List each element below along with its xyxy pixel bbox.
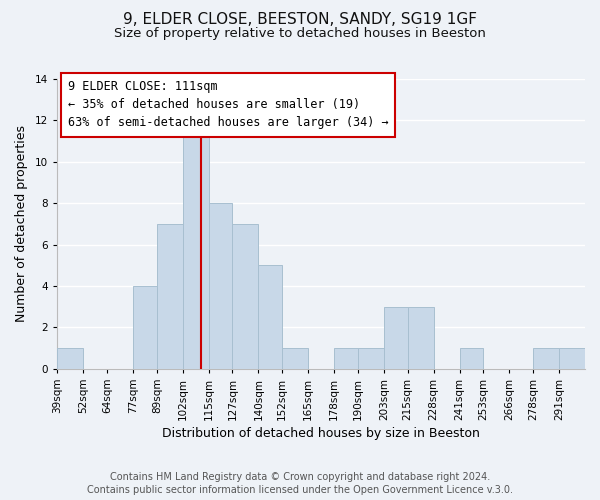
Bar <box>282 348 308 369</box>
Bar <box>384 307 408 369</box>
Bar <box>408 307 434 369</box>
X-axis label: Distribution of detached houses by size in Beeston: Distribution of detached houses by size … <box>162 427 480 440</box>
Bar <box>358 348 384 369</box>
Bar <box>334 348 358 369</box>
Bar <box>133 286 157 369</box>
Bar <box>157 224 182 369</box>
Text: Size of property relative to detached houses in Beeston: Size of property relative to detached ho… <box>114 28 486 40</box>
Bar <box>460 348 484 369</box>
Y-axis label: Number of detached properties: Number of detached properties <box>15 126 28 322</box>
Bar <box>57 348 83 369</box>
Text: 9, ELDER CLOSE, BEESTON, SANDY, SG19 1GF: 9, ELDER CLOSE, BEESTON, SANDY, SG19 1GF <box>123 12 477 28</box>
Text: 9 ELDER CLOSE: 111sqm
← 35% of detached houses are smaller (19)
63% of semi-deta: 9 ELDER CLOSE: 111sqm ← 35% of detached … <box>68 80 388 130</box>
Bar <box>209 203 232 369</box>
Bar <box>182 120 209 369</box>
Bar <box>533 348 559 369</box>
Bar <box>259 266 282 369</box>
Bar <box>232 224 259 369</box>
Text: Contains HM Land Registry data © Crown copyright and database right 2024.: Contains HM Land Registry data © Crown c… <box>110 472 490 482</box>
Bar <box>559 348 585 369</box>
Text: Contains public sector information licensed under the Open Government Licence v.: Contains public sector information licen… <box>87 485 513 495</box>
